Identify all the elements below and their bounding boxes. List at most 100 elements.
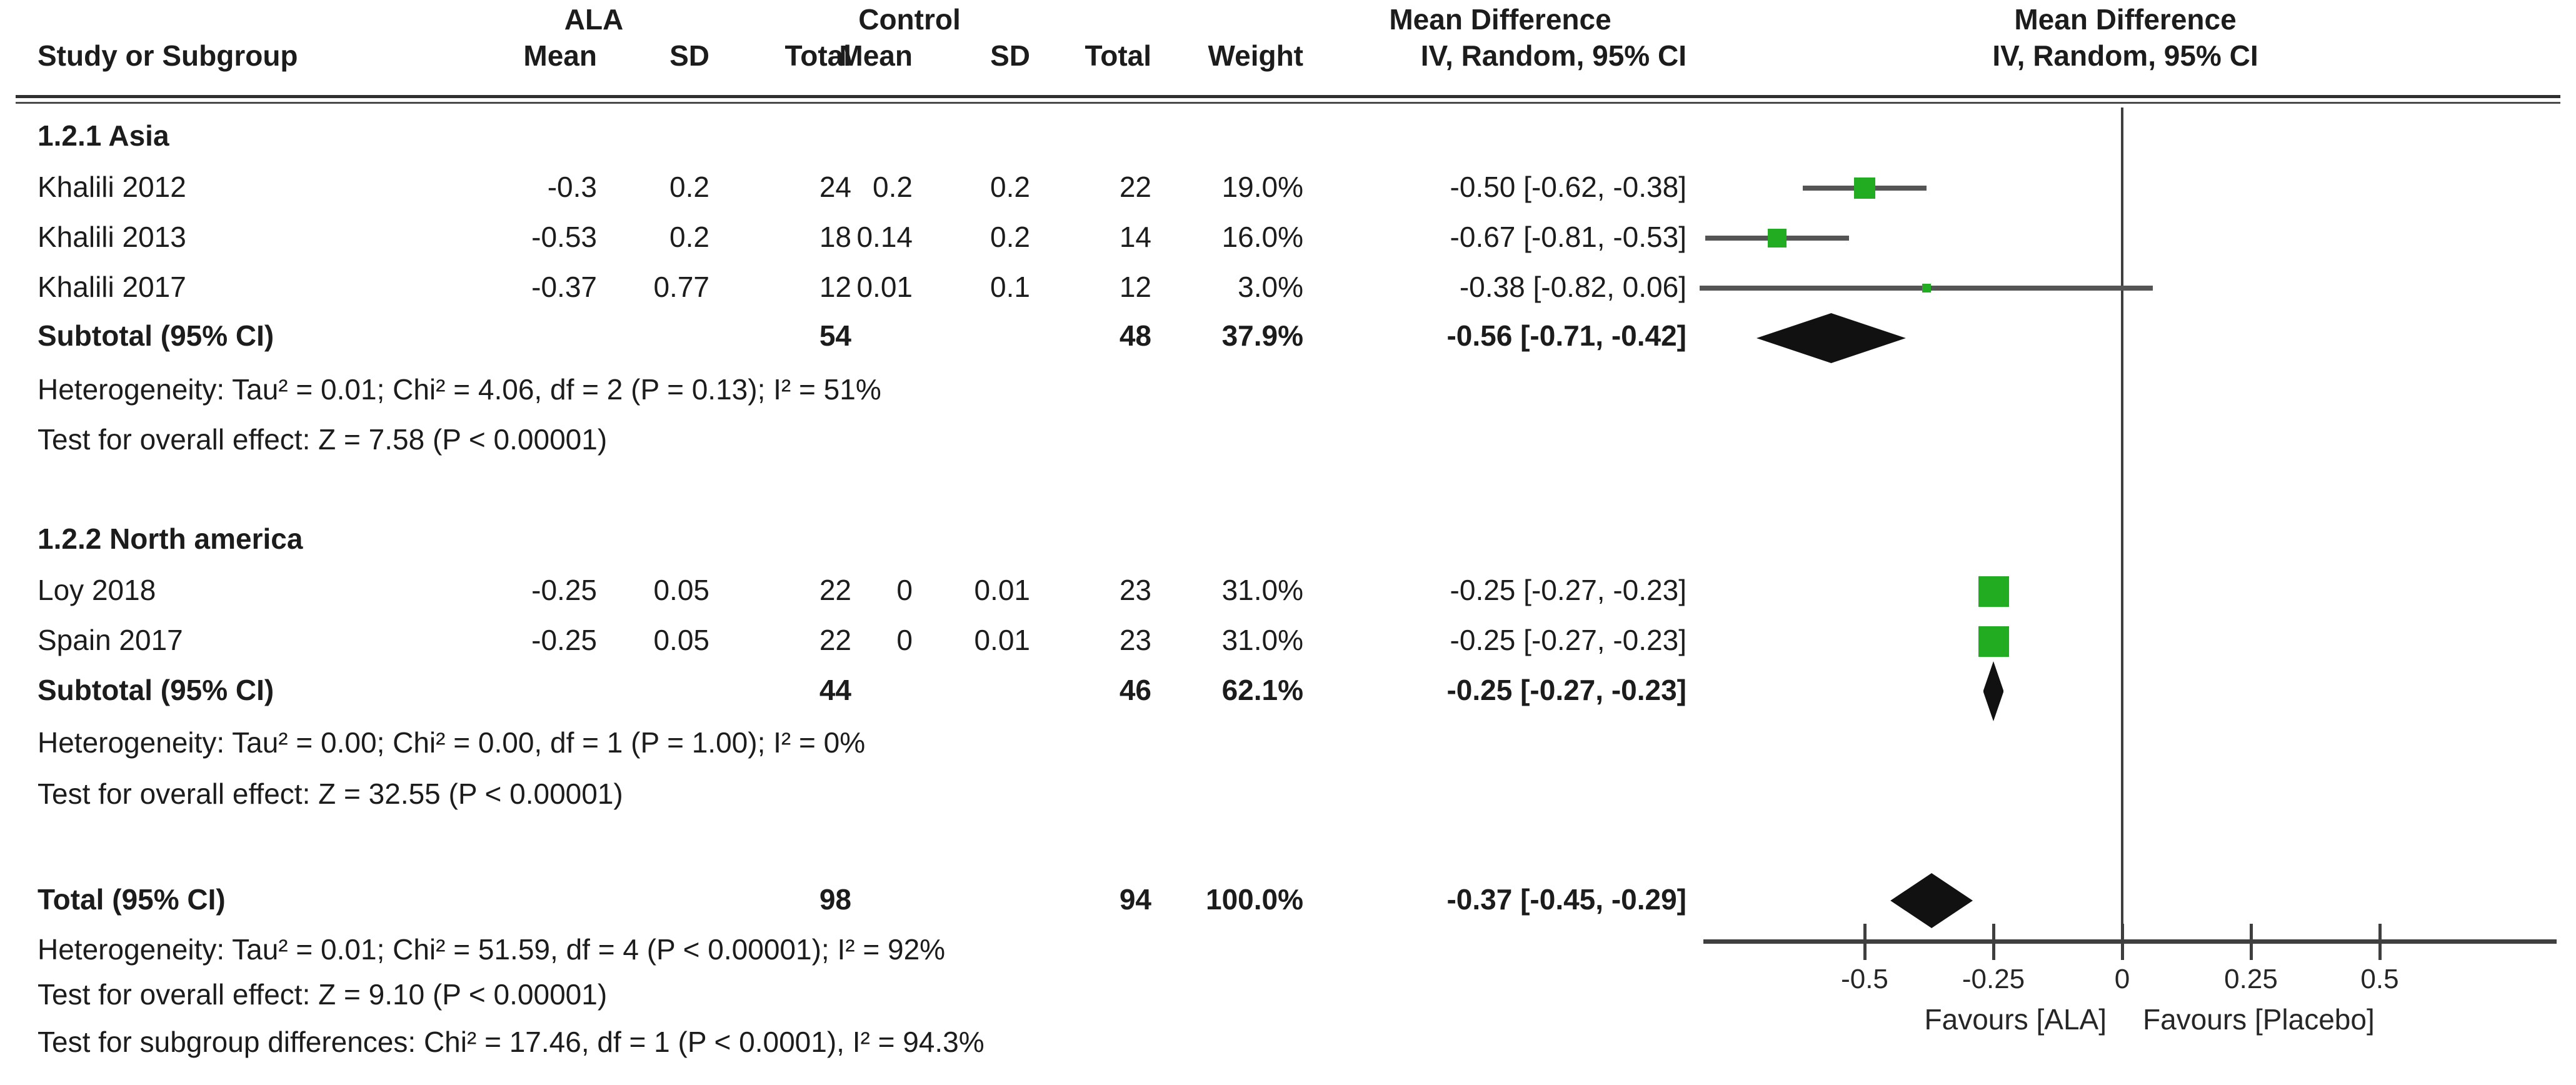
overall-effect-line: Test for overall effect: Z = 7.58 (P < 0… bbox=[0, 422, 2576, 462]
control-total-cell: 23 bbox=[1119, 574, 1151, 606]
effect-square bbox=[1767, 229, 1787, 248]
weight-cell: 62.1% bbox=[1221, 674, 1303, 706]
ala-total-cell: 24 bbox=[819, 171, 851, 203]
weight-cell: 19.0% bbox=[1221, 171, 1303, 203]
section-header: 1.2.1 Asia bbox=[0, 119, 2576, 159]
axis-tick bbox=[1863, 924, 1867, 960]
weight-cell: 31.0% bbox=[1221, 574, 1303, 606]
control-sd-cell: 0.01 bbox=[974, 574, 1030, 606]
subtotal-row: Subtotal (95% CI) 44 46 62.1% -0.25 [-0.… bbox=[0, 673, 2576, 713]
zero-line bbox=[2121, 108, 2123, 941]
study-name: Khalili 2012 bbox=[38, 171, 186, 203]
table-row: Khalili 2012 -0.3 0.2 24 0.2 0.2 22 19.0… bbox=[0, 170, 2576, 210]
table-row: Loy 2018 -0.25 0.05 22 0 0.01 23 31.0% -… bbox=[0, 573, 2576, 613]
subtotal-label: Subtotal (95% CI) bbox=[38, 319, 274, 352]
ala-total-cell: 22 bbox=[819, 624, 851, 656]
section-header: 1.2.2 North america bbox=[0, 522, 2576, 562]
favours-right-label: Favours [Placebo] bbox=[2143, 1003, 2375, 1036]
col-weight: Weight bbox=[1208, 39, 1303, 72]
study-name: Spain 2017 bbox=[38, 624, 183, 656]
ala-total-cell: 22 bbox=[819, 574, 851, 606]
control-total-cell: 94 bbox=[1119, 883, 1151, 916]
ala-sd-cell: 0.05 bbox=[653, 574, 709, 606]
x-axis-line bbox=[1703, 939, 2557, 944]
pooled-diamond bbox=[1756, 313, 1906, 363]
subgroup-differences-text: Test for subgroup differences: Chi² = 17… bbox=[38, 1026, 985, 1058]
control-sd-cell: 0.2 bbox=[990, 171, 1030, 203]
header-rule-top bbox=[16, 95, 2560, 98]
ci-text-cell: -0.67 [-0.81, -0.53] bbox=[1450, 221, 1686, 253]
heterogeneity-line: Heterogeneity: Tau² = 0.00; Chi² = 0.00,… bbox=[0, 726, 2576, 766]
ala-mean-cell: -0.25 bbox=[531, 624, 597, 656]
col-ala-mean: Mean bbox=[523, 39, 597, 72]
ci-text-cell: -0.56 [-0.71, -0.42] bbox=[1446, 319, 1686, 352]
ala-mean-cell: -0.53 bbox=[531, 221, 597, 253]
ala-total-cell: 12 bbox=[819, 271, 851, 303]
ala-sd-cell: 0.2 bbox=[669, 171, 709, 203]
overall-effect-text: Test for overall effect: Z = 9.10 (P < 0… bbox=[38, 978, 608, 1011]
axis-tick-label: -0.25 bbox=[1962, 964, 2025, 994]
pooled-diamond bbox=[1890, 873, 1973, 928]
mean-difference-header-left: Mean Difference bbox=[1389, 3, 1611, 36]
table-row: Spain 2017 -0.25 0.05 22 0 0.01 23 31.0%… bbox=[0, 623, 2576, 663]
ci-text-cell: -0.38 [-0.82, 0.06] bbox=[1459, 271, 1686, 303]
heterogeneity-text: Heterogeneity: Tau² = 0.00; Chi² = 0.00,… bbox=[38, 726, 866, 759]
group-header-row: ALA Control Mean Difference Mean Differe… bbox=[0, 2, 2576, 42]
effect-square bbox=[1854, 178, 1875, 199]
col-iv-left: IV, Random, 95% CI bbox=[1420, 39, 1686, 72]
overall-effect-text: Test for overall effect: Z = 7.58 (P < 0… bbox=[38, 423, 608, 456]
ala-sd-cell: 0.77 bbox=[653, 271, 709, 303]
control-mean-cell: 0.01 bbox=[856, 271, 913, 303]
section-title: 1.2.1 Asia bbox=[38, 119, 169, 152]
section-title: 1.2.2 North america bbox=[38, 522, 303, 555]
control-total-cell: 14 bbox=[1119, 221, 1151, 253]
weight-cell: 16.0% bbox=[1221, 221, 1303, 253]
overall-effect-line: Test for overall effect: Z = 9.10 (P < 0… bbox=[0, 978, 2576, 1018]
ala-mean-cell: -0.3 bbox=[547, 171, 597, 203]
ala-sd-cell: 0.2 bbox=[669, 221, 709, 253]
total-label: Total (95% CI) bbox=[38, 883, 226, 916]
axis-tick-label: 0.5 bbox=[2360, 964, 2399, 994]
control-mean-cell: 0.2 bbox=[873, 171, 913, 203]
ci-text-cell: -0.50 [-0.62, -0.38] bbox=[1450, 171, 1686, 203]
col-study: Study or Subgroup bbox=[38, 39, 298, 72]
ci-text-cell: -0.25 [-0.27, -0.23] bbox=[1450, 624, 1686, 656]
control-sd-cell: 0.01 bbox=[974, 624, 1030, 656]
ala-total-cell: 54 bbox=[819, 319, 851, 352]
control-total-cell: 23 bbox=[1119, 624, 1151, 656]
total-row: Total (95% CI) 98 94 100.0% -0.37 [-0.45… bbox=[0, 882, 2576, 922]
control-sd-cell: 0.1 bbox=[990, 271, 1030, 303]
pooled-diamond bbox=[1983, 661, 2004, 721]
overall-effect-text: Test for overall effect: Z = 32.55 (P < … bbox=[38, 778, 623, 810]
favours-left-label: Favours [ALA] bbox=[1924, 1003, 2107, 1036]
weight-cell: 3.0% bbox=[1238, 271, 1303, 303]
weight-cell: 100.0% bbox=[1205, 883, 1303, 916]
weight-cell: 31.0% bbox=[1221, 624, 1303, 656]
ala-sd-cell: 0.05 bbox=[653, 624, 709, 656]
ci-text-cell: -0.25 [-0.27, -0.23] bbox=[1446, 674, 1686, 706]
effect-square bbox=[1922, 284, 1931, 292]
control-sd-cell: 0.2 bbox=[990, 221, 1030, 253]
axis-tick bbox=[2250, 924, 2253, 960]
study-name: Loy 2018 bbox=[38, 574, 156, 606]
col-control-total: Total bbox=[1085, 39, 1151, 72]
subtotal-row: Subtotal (95% CI) 54 48 37.9% -0.56 [-0.… bbox=[0, 319, 2576, 359]
ala-group-header: ALA bbox=[564, 3, 624, 36]
control-group-header: Control bbox=[858, 3, 961, 36]
mean-difference-header-right: Mean Difference bbox=[2014, 3, 2237, 36]
column-header-row: Study or Subgroup Mean SD Total Mean SD … bbox=[0, 39, 2576, 79]
subtotal-label: Subtotal (95% CI) bbox=[38, 674, 274, 706]
col-control-sd: SD bbox=[990, 39, 1030, 72]
control-total-cell: 48 bbox=[1119, 319, 1151, 352]
table-row: Khalili 2017 -0.37 0.77 12 0.01 0.1 12 3… bbox=[0, 270, 2576, 310]
control-mean-cell: 0 bbox=[896, 574, 913, 606]
ala-total-cell: 44 bbox=[819, 674, 851, 706]
heterogeneity-text: Heterogeneity: Tau² = 0.01; Chi² = 4.06,… bbox=[38, 373, 881, 406]
axis-tick bbox=[1992, 924, 1995, 960]
ala-total-cell: 18 bbox=[819, 221, 851, 253]
axis-tick-label: 0.25 bbox=[2224, 964, 2278, 994]
ala-mean-cell: -0.25 bbox=[531, 574, 597, 606]
control-total-cell: 22 bbox=[1119, 171, 1151, 203]
heterogeneity-text: Heterogeneity: Tau² = 0.01; Chi² = 51.59… bbox=[38, 933, 946, 966]
